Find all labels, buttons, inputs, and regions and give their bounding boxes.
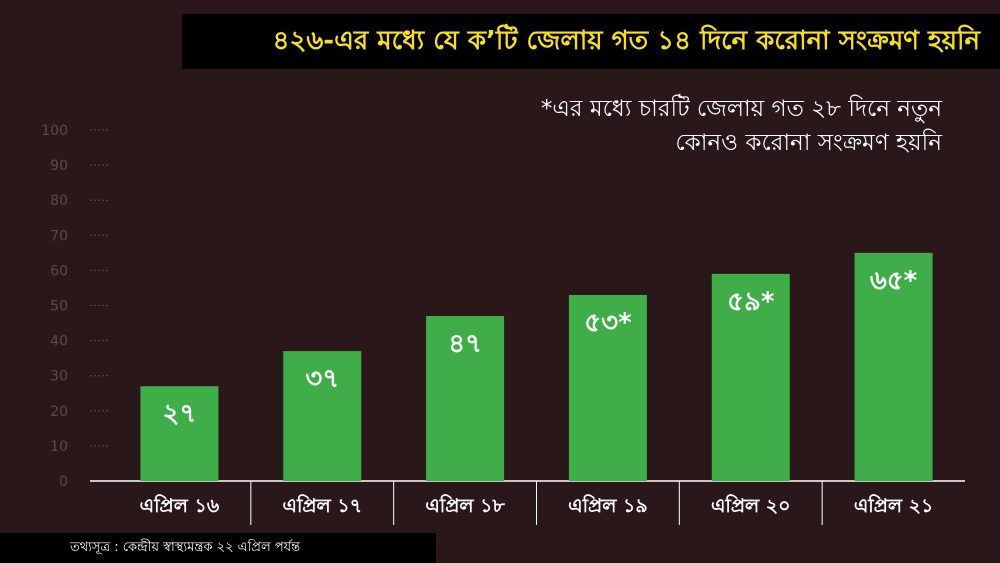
bar-value-label: ৫৩*	[584, 308, 632, 338]
bar	[426, 316, 505, 481]
y-tick-label: 60	[50, 263, 68, 279]
y-tick-label: 100	[41, 123, 68, 139]
bar	[568, 294, 647, 481]
x-category-label: এপ্রিল ১৭	[282, 494, 362, 517]
bar-value-label: ৩৭	[305, 364, 339, 394]
x-category-label: এপ্রিল ১৯	[568, 494, 648, 517]
footnote-line-1: *এর মধ্যে চারটি জেলায় গত ২৮ দিনে নতুন	[540, 96, 942, 122]
footnote-line-2: কোনও করোনা সংক্রমণ হয়নি	[675, 130, 942, 156]
y-tick-label: 80	[50, 193, 68, 209]
bar	[711, 273, 790, 481]
y-tick-label: 40	[50, 334, 68, 350]
bar-value-label: ৬৫*	[870, 266, 918, 296]
y-tick-label: 90	[50, 158, 68, 174]
y-tick-label: 20	[50, 404, 68, 420]
y-tick-label: 10	[50, 439, 68, 455]
bar	[140, 386, 219, 481]
title-bar: ৪২৬-এর মধ্যে যে ক’টি জেলায় গত ১৪ দিনে ক…	[182, 14, 1000, 69]
y-tick-label: 30	[50, 369, 68, 385]
bar-value-label: ২৭	[163, 399, 197, 429]
bar	[283, 351, 362, 481]
y-tick-label: 50	[50, 299, 68, 315]
chart-title: ৪২৬-এর মধ্যে যে ক’টি জেলায় গত ১৪ দিনে ক…	[272, 25, 980, 56]
x-category-label: এপ্রিল ২১	[854, 494, 934, 517]
bar-value-label: ৫৯*	[727, 287, 775, 317]
bar-value-label: ৪৭	[448, 329, 482, 359]
bar	[854, 252, 933, 481]
x-category-label: এপ্রিল ১৬	[140, 494, 220, 517]
x-category-label: এপ্রিল ২০	[711, 494, 791, 517]
y-tick-label: 70	[50, 228, 68, 244]
source-bar: তথ্যসূত্র : কেন্দ্রীয় স্বাস্থ্যমন্ত্রক …	[0, 533, 436, 563]
footnote: *এর মধ্যে চারটি জেলায় গত ২৮ দিনে নতুন ক…	[422, 92, 942, 160]
source-text: তথ্যসূত্র : কেন্দ্রীয় স্বাস্থ্যমন্ত্রক …	[70, 539, 301, 555]
x-category-label: এপ্রিল ১৮	[425, 494, 505, 517]
y-tick-label: 0	[59, 474, 68, 490]
